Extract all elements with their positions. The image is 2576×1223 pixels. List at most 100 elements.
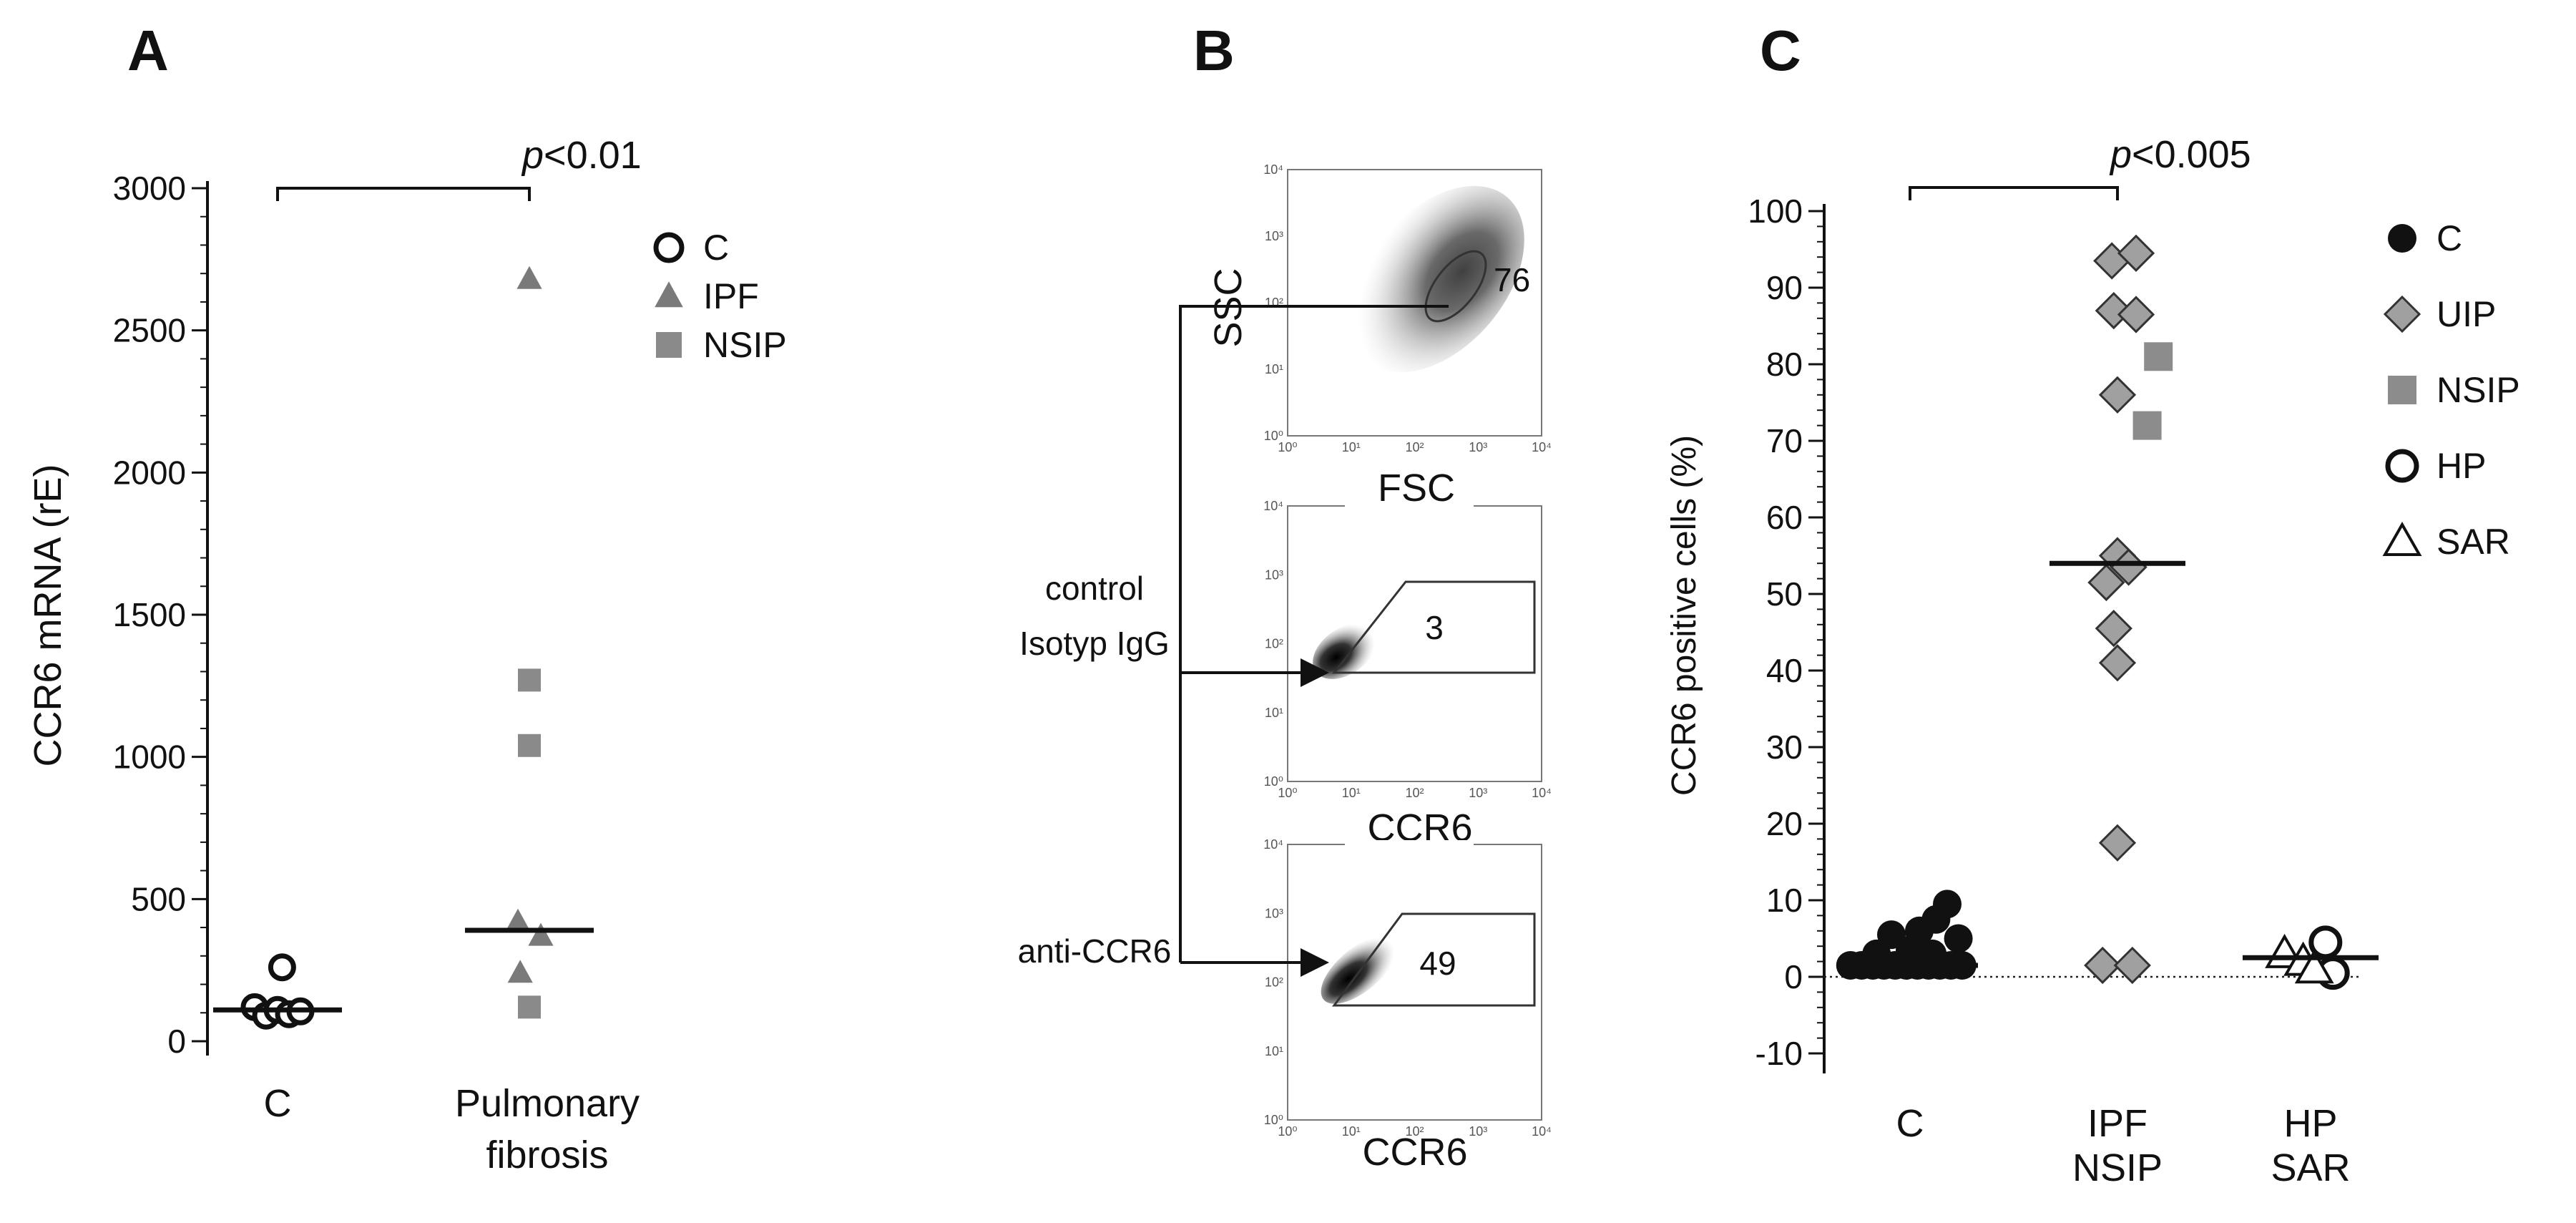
data-point-nsip [518,668,541,692]
x-category-label: Pulmonary [455,1082,640,1125]
chart-b: 76 SSC FSC 3 CCR6 49 CCR6 10⁰10⁰10¹10¹10… [1018,162,1552,1174]
data-point-nsip [2144,342,2173,371]
data-point-uip [2095,610,2132,648]
data-point-ipf [516,265,542,289]
flow-x-tick-label: 10⁰ [1278,440,1297,454]
flow-plot-scatter-gate: 76 SSC FSC [1207,169,1542,510]
flow-xlabel-ccr6-2: CCR6 [1362,1131,1467,1174]
y-tick-label: 0 [1784,958,1803,995]
data-point-nsip [518,995,541,1019]
data-point-uip [2113,946,2151,985]
legend-label-uip: UIP [2437,294,2496,334]
significance-label: p<0.01 [521,134,642,177]
chart-a-ylabel: CCR6 mRNA (rE) [26,464,69,766]
data-point-uip [2098,644,2137,682]
chart-a: CCR6 mRNA (rE) 0 500 1000 1500 2000 2500 3000 p… [26,134,787,1176]
data-point-ipf [507,960,533,983]
gate-value-3: 3 [1425,609,1444,646]
legend-marker-c [2388,224,2416,253]
flow-y-tick-label: 10³ [1265,229,1283,243]
flow-x-tick-label: 10³ [1469,1124,1487,1139]
legend-marker-c [653,232,685,263]
y-tick-label: 50 [1766,575,1803,613]
data-point-uip [2117,234,2155,272]
data-point-c [1918,939,1947,968]
y-tick-label: 20 [1766,805,1803,842]
y-tick-label: 500 [131,880,186,917]
y-tick-label: 70 [1766,422,1803,459]
flow-y-tick-label: 10⁰ [1264,1113,1283,1127]
cell-density-blob [1351,185,1524,373]
significance-bracket [1909,186,2119,200]
flow-x-tick-label: 10¹ [1342,440,1361,454]
y-tick-label: 90 [1766,269,1803,306]
flow-y-tick-label: 10² [1265,637,1283,651]
legend-marker-uip [2383,295,2421,333]
data-point-uip [2117,296,2155,333]
arrow-label-isotyp: Isotyp IgG [1019,625,1170,662]
flow-y-tick-label: 10⁰ [1264,774,1283,789]
flow-x-tick-label: 10⁰ [1278,786,1297,800]
flow-y-tick-label: 10³ [1265,567,1283,582]
legend-label-c: C [703,228,729,268]
data-point-ipf [505,908,531,932]
cell-density-blob [1321,935,1398,1004]
y-tick-label: 80 [1766,346,1803,383]
significance-bracket [276,187,531,201]
flow-x-tick-label: 10¹ [1342,1124,1361,1139]
x-category-label: C [264,1082,292,1125]
flow-x-tick-label: 10² [1405,440,1424,454]
flow-plot-isotype: 3 CCR6 [1287,502,1542,849]
flow-y-tick-label: 10¹ [1265,1044,1283,1058]
x-category-label: C [1896,1102,1924,1145]
chart-c: CCR6 positive cells (%) -10 0 10 20 30 40 50 60… [1665,133,2520,1189]
flow-x-tick-label: 10⁴ [1532,440,1552,454]
flow-plot-anti-ccr6: 49 CCR6 [1287,840,1542,1174]
ccr6-gate [1331,580,1536,674]
legend-label-c: C [2437,218,2462,258]
legend-label-ipf: IPF [703,276,759,316]
panel-label-b: B [1193,19,1235,82]
x-category-label: HP [2283,1102,2337,1145]
y-tick-label: 2000 [113,454,186,491]
legend-marker-nsip [2388,376,2416,404]
data-point-sar [2294,949,2334,984]
arrow-label-anti-ccr6: anti-CCR6 [1018,932,1172,970]
y-tick-label: 60 [1766,499,1803,536]
legend-label-nsip: NSIP [2437,370,2520,410]
legend-marker-sar [2382,521,2422,556]
x-category-label: fibrosis [486,1134,608,1176]
y-tick-label: 30 [1766,729,1803,766]
data-point-uip [2098,376,2137,414]
flow-x-tick-label: 10¹ [1342,786,1361,800]
significance-label: p<0.005 [2109,133,2251,176]
legend-marker-hp [2385,449,2419,483]
x-category-label: IPF [2087,1102,2148,1145]
flow-x-tick-label: 10³ [1469,786,1487,800]
data-point-ipf [528,922,554,946]
gating-connector [1179,305,1449,963]
ccr6-gate [1332,912,1536,1007]
flow-x-tick-label: 10⁴ [1532,1124,1552,1139]
data-point-nsip [2132,411,2162,440]
y-tick-label: 1500 [113,596,186,633]
legend-marker-ipf [655,281,683,308]
y-tick-label: 100 [1748,193,1803,230]
flow-x-tick-label: 10³ [1469,440,1487,454]
flow-y-tick-label: 10¹ [1265,706,1283,720]
gate-value-76: 76 [1494,261,1530,298]
flow-x-tick-label: 10⁴ [1532,786,1552,800]
flow-y-tick-label: 10⁴ [1263,499,1283,513]
y-tick-label: 10 [1766,882,1803,919]
x-category-label: SAR [2271,1146,2350,1189]
legend-marker-nsip [656,332,682,358]
y-tick-label: 3000 [113,170,186,207]
data-point-c [1944,924,1973,953]
y-tick-label: -10 [1755,1035,1803,1072]
chart-c-ylabel: CCR6 positive cells (%) [1665,435,1703,796]
gate-value-49: 49 [1419,945,1456,982]
data-point-uip [2087,563,2125,602]
flow-y-tick-label: 10⁰ [1264,429,1283,443]
flow-x-tick-label: 10⁰ [1278,1124,1297,1139]
